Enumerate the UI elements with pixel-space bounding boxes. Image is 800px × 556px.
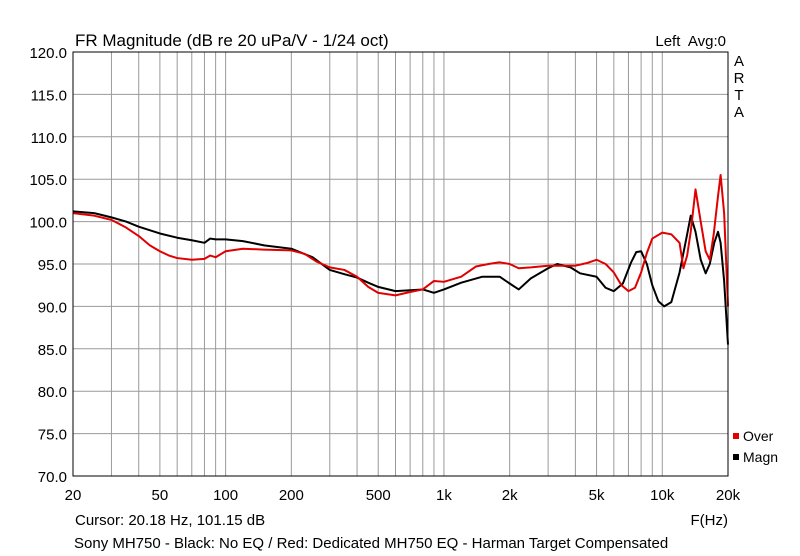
brand-letter: R — [734, 70, 745, 87]
brand-letter: A — [734, 104, 744, 121]
x-tick-label: 2k — [502, 487, 518, 504]
y-tick-label: 115.0 — [31, 87, 67, 104]
x-tick-label: 20k — [716, 487, 741, 504]
plot-frame — [72, 51, 729, 477]
x-axis-ticks: 20 50 100 200 500 1k 2k 5k 10k 20k — [65, 487, 741, 504]
legend-swatch-over — [733, 433, 739, 439]
chart-caption: Sony MH750 - Black: No EQ / Red: Dedicat… — [74, 535, 668, 552]
plot-grid — [73, 52, 728, 476]
y-tick-label: 100.0 — [29, 215, 67, 232]
channel-status: Left Avg:0 — [655, 33, 726, 50]
x-tick-label: 10k — [650, 487, 675, 504]
y-tick-label: 80.0 — [38, 384, 67, 401]
series-line-over — [72, 173, 729, 307]
y-tick-label: 95.0 — [38, 257, 67, 274]
legend: Over Magn — [733, 428, 778, 465]
brand-letter: A — [734, 53, 744, 70]
x-tick-label: 50 — [152, 487, 169, 504]
x-axis-unit-label: F(Hz) — [691, 512, 729, 529]
legend-label-magn: Magn — [743, 449, 778, 465]
x-tick-label: 5k — [589, 487, 605, 504]
series-line-magn — [72, 210, 729, 345]
y-tick-label: 75.0 — [38, 427, 67, 444]
brand-mark: A R T A — [734, 53, 745, 121]
y-tick-label: 85.0 — [38, 342, 67, 359]
x-tick-label: 20 — [65, 487, 82, 504]
y-tick-label: 105.0 — [29, 172, 67, 189]
plot-series — [72, 173, 729, 345]
y-axis-ticks: 120.0 115.0 110.0 105.0 100.0 95.0 90.0 85.0 80.… — [29, 45, 67, 486]
x-tick-label: 1k — [436, 487, 452, 504]
x-tick-label: 200 — [279, 487, 304, 504]
chart-title: FR Magnitude (dB re 20 uPa/V - 1/24 oct) — [75, 31, 389, 50]
brand-letter: T — [734, 87, 743, 104]
x-tick-label: 100 — [213, 487, 238, 504]
legend-swatch-magn — [733, 454, 739, 460]
legend-label-over: Over — [743, 428, 774, 444]
y-tick-label: 110.0 — [31, 130, 67, 147]
x-tick-label: 500 — [366, 487, 391, 504]
y-tick-label: 120.0 — [29, 45, 67, 62]
y-tick-label: 90.0 — [38, 299, 67, 316]
y-tick-label: 70.0 — [38, 469, 67, 486]
cursor-readout: Cursor: 20.18 Hz, 101.15 dB — [75, 512, 265, 529]
